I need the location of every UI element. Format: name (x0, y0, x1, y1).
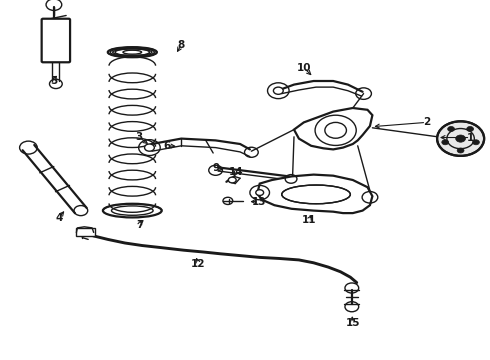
Circle shape (456, 135, 466, 142)
Text: 15: 15 (345, 318, 360, 328)
Circle shape (145, 144, 154, 151)
Ellipse shape (282, 185, 350, 204)
Text: 2: 2 (423, 117, 430, 127)
Text: 8: 8 (178, 40, 185, 50)
Bar (76, 228, 95, 236)
Circle shape (437, 121, 484, 156)
Polygon shape (257, 175, 372, 213)
Circle shape (466, 126, 473, 131)
Polygon shape (294, 108, 372, 149)
Circle shape (457, 148, 464, 153)
Text: 4: 4 (55, 213, 63, 223)
Text: 1: 1 (467, 132, 474, 143)
Circle shape (228, 177, 236, 183)
Circle shape (256, 190, 264, 195)
Circle shape (448, 126, 455, 131)
Text: 3: 3 (135, 132, 142, 142)
FancyBboxPatch shape (42, 19, 70, 62)
Text: 5: 5 (50, 76, 57, 86)
Circle shape (442, 140, 449, 145)
Circle shape (472, 140, 479, 145)
Text: 9: 9 (212, 163, 219, 174)
Text: 14: 14 (229, 167, 244, 177)
Text: 13: 13 (251, 197, 266, 207)
Circle shape (273, 87, 283, 94)
Text: 11: 11 (301, 215, 316, 225)
Text: 12: 12 (191, 258, 206, 269)
Text: 7: 7 (136, 220, 144, 230)
Circle shape (325, 122, 346, 138)
Text: 6: 6 (163, 141, 170, 151)
Text: 10: 10 (296, 63, 311, 73)
